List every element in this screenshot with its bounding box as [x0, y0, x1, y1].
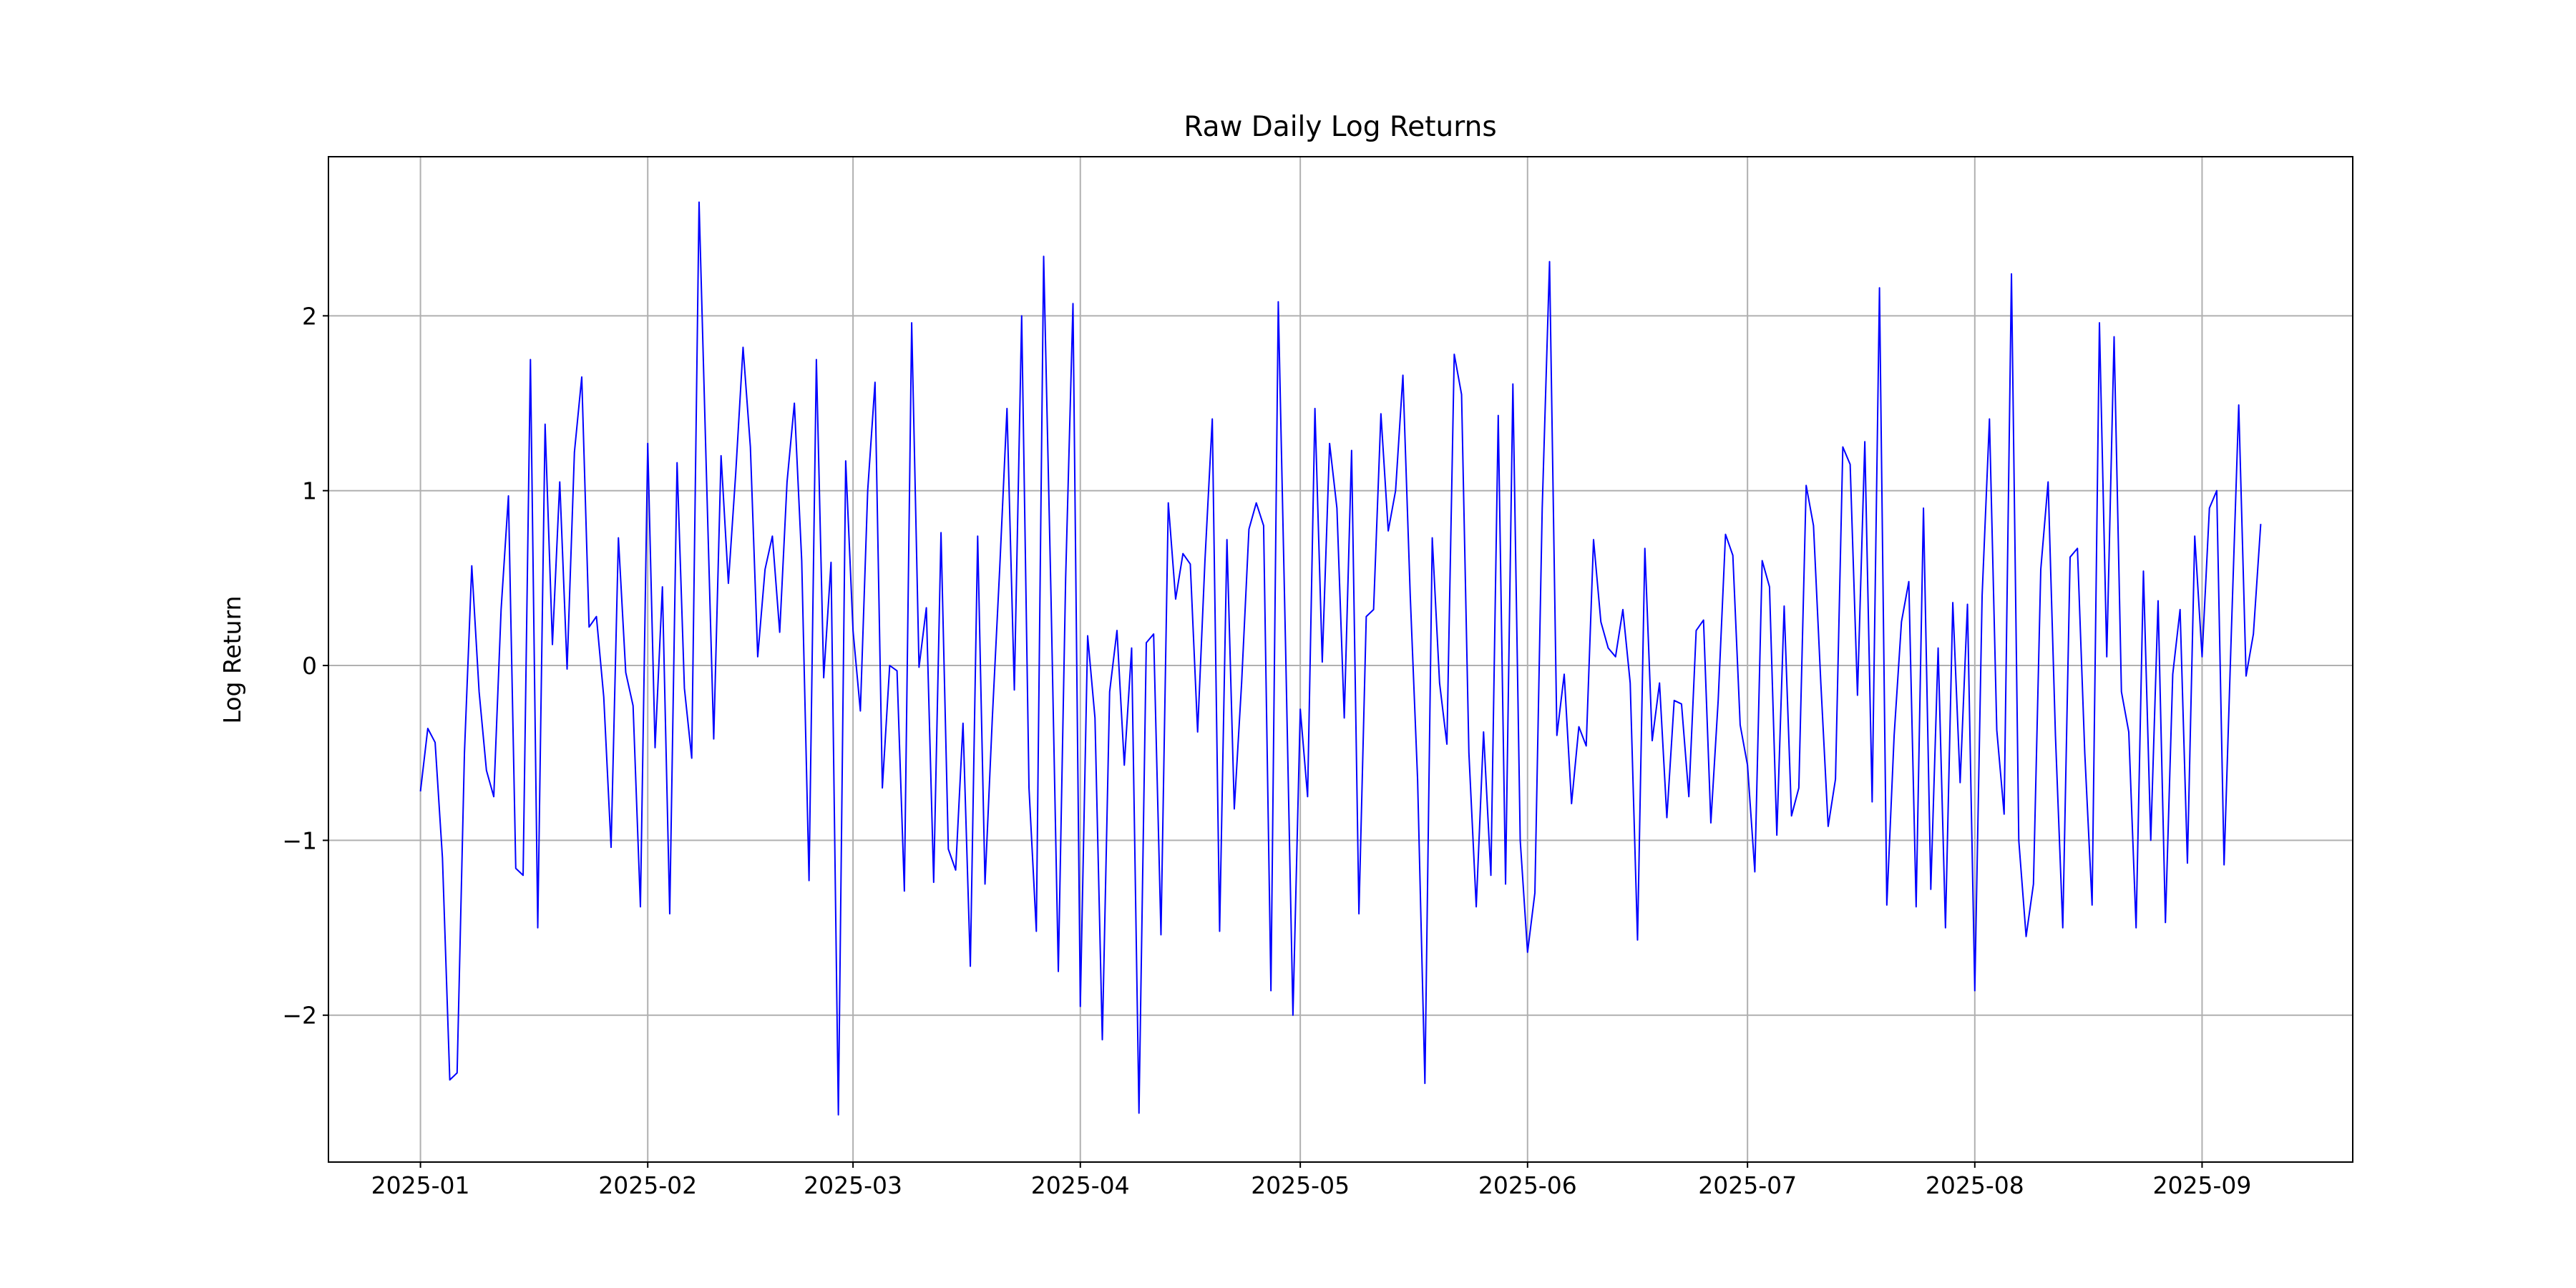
x-tick-label: 2025-04: [1031, 1171, 1130, 1199]
y-tick-label: 1: [302, 477, 317, 505]
y-tick-label: −1: [282, 826, 317, 854]
x-tick-label: 2025-08: [1926, 1171, 2024, 1199]
x-tick-label: 2025-06: [1478, 1171, 1577, 1199]
x-tick-label: 2025-01: [371, 1171, 470, 1199]
plot-frame: [328, 156, 2353, 1163]
x-tick-label: 2025-09: [2152, 1171, 2251, 1199]
y-tick-label: 0: [302, 652, 317, 680]
y-tick-label: 2: [302, 302, 317, 330]
y-tick-label: −2: [282, 1002, 317, 1030]
chart-title: Raw Daily Log Returns: [1184, 111, 1496, 143]
x-tick-label: 2025-03: [804, 1171, 902, 1199]
x-tick-label: 2025-07: [1698, 1171, 1797, 1199]
x-tick-label: 2025-05: [1251, 1171, 1350, 1199]
x-tick-label: 2025-02: [598, 1171, 697, 1199]
y-axis-label: Log Return: [218, 596, 246, 724]
data-line: [419, 201, 2262, 1116]
